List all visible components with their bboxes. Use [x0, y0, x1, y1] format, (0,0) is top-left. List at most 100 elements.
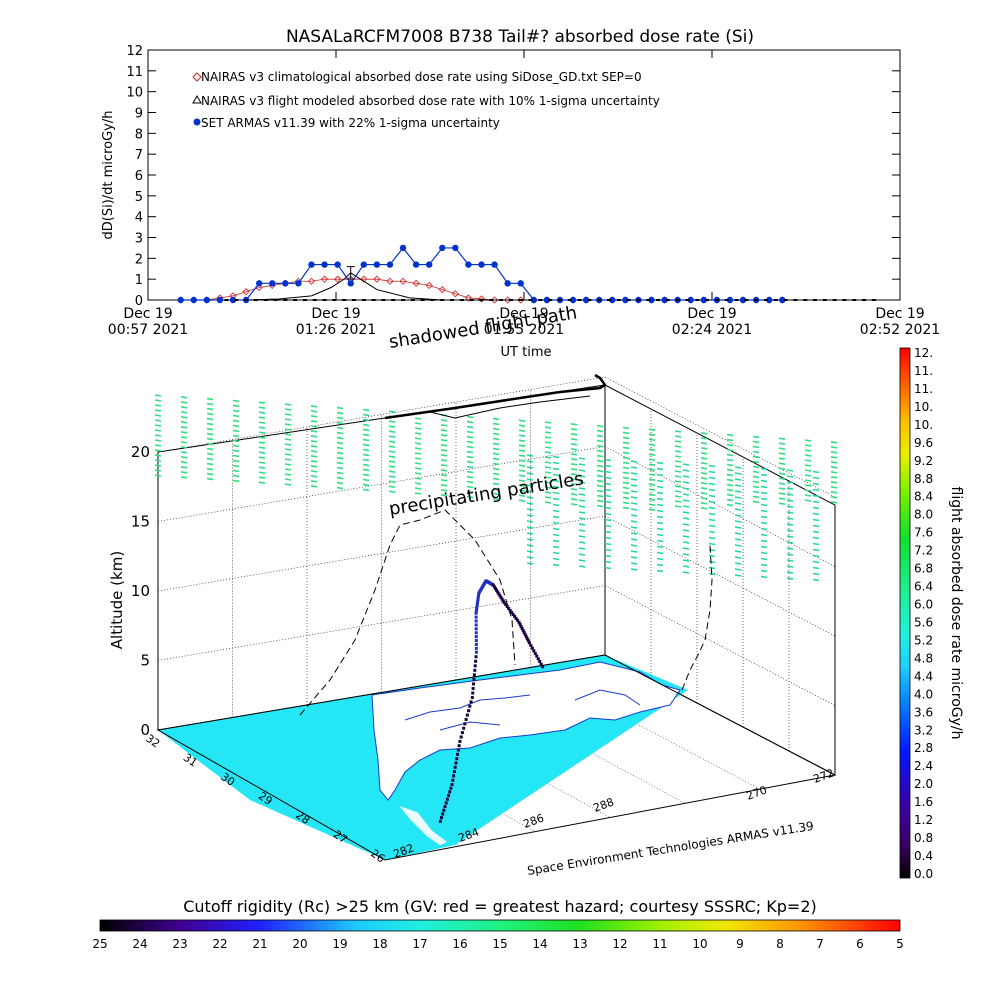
particle-mark [726, 468, 734, 472]
particle-mark [552, 563, 560, 567]
particle-mark [518, 419, 526, 422]
particle-mark [362, 423, 370, 427]
particle-mark [812, 500, 820, 504]
flight-path-point [456, 748, 460, 752]
particle-column [726, 433, 734, 507]
particle-mark [336, 476, 344, 480]
particle-mark [604, 548, 612, 552]
particle-mark [570, 423, 578, 426]
particle-mark [388, 470, 396, 473]
particle-mark [804, 454, 812, 457]
particle-mark [544, 481, 552, 484]
particle-mark [310, 420, 318, 423]
flight-path-point [497, 592, 501, 596]
particle-mark [700, 482, 708, 485]
particle-mark [552, 539, 560, 543]
particle-mark [786, 535, 794, 538]
particle-mark [388, 490, 396, 493]
series-point [569, 296, 577, 304]
flight-path-point [453, 765, 457, 769]
3d-x-axis-credit: Space Environment Technologies ARMAS v11… [526, 819, 814, 878]
particle-column-lower [552, 455, 560, 567]
particle-mark [206, 427, 214, 431]
particle-mark [752, 480, 760, 484]
particle-mark [310, 485, 318, 488]
particle-mark [656, 473, 664, 477]
series-point [582, 296, 590, 304]
particle-column-lower [630, 460, 638, 571]
particle-mark [648, 453, 656, 456]
flight-path-point [456, 752, 460, 756]
particle-mark [812, 578, 820, 582]
particle-mark [284, 463, 292, 466]
3d-floor-outline [156, 654, 837, 861]
particle-mark [258, 401, 266, 404]
particle-mark [518, 444, 526, 447]
rigidity-colorbar-tick: 25 [92, 937, 107, 951]
x-tick-date: Dec 19 [123, 306, 172, 322]
particle-mark [336, 486, 344, 490]
flight-path-point [476, 597, 480, 601]
particle-mark [258, 411, 266, 414]
particle-mark [700, 487, 708, 490]
particle-mark [726, 493, 734, 497]
particle-mark [414, 462, 422, 465]
particle-column-lower [812, 470, 820, 582]
particle-mark [544, 436, 552, 439]
particle-mark [674, 445, 682, 448]
particle-mark [232, 409, 240, 413]
particle-mark [362, 488, 370, 492]
particle-mark [336, 411, 344, 415]
flight-path-point [498, 594, 502, 598]
3d-floor-grid [232, 667, 761, 847]
particle-mark [180, 396, 188, 399]
particle-mark [526, 562, 534, 565]
particle-mark [552, 485, 560, 489]
particle-mark [622, 426, 630, 430]
particle-mark [336, 446, 344, 450]
particle-mark [526, 532, 534, 535]
particle-column [154, 394, 162, 477]
series-point [648, 296, 655, 304]
series-point [439, 244, 446, 252]
particle-mark [310, 455, 318, 458]
flight-path-point [525, 637, 529, 641]
particle-mark [656, 563, 664, 567]
y-tick-label: 3 [135, 232, 143, 247]
particle-mark [552, 473, 560, 477]
altitude-grid-line [157, 446, 606, 522]
particle-mark [362, 478, 370, 482]
particle-mark [656, 521, 664, 525]
particle-mark [708, 518, 716, 522]
particle-mark [778, 437, 786, 440]
particle-mark [760, 569, 768, 573]
particle-mark [596, 494, 604, 498]
particle-mark [604, 524, 612, 528]
series-point [687, 296, 694, 304]
particle-mark [526, 478, 534, 481]
particle-column [440, 414, 448, 497]
flight-path-point [519, 624, 523, 628]
flight-path-point [475, 603, 479, 607]
particle-mark [570, 463, 578, 466]
particle-mark [596, 424, 604, 428]
particle-mark [232, 434, 240, 438]
particle-mark [310, 470, 318, 473]
particle-mark [518, 484, 526, 487]
particle-mark [544, 466, 552, 469]
particle-mark [700, 507, 708, 510]
dose-colorbar-tick: 3.2 [914, 723, 933, 737]
particle-mark [596, 454, 604, 458]
coastline-detail [404, 689, 641, 731]
particle-mark [466, 485, 474, 489]
particle-mark [622, 476, 630, 480]
particle-mark [284, 423, 292, 426]
particle-mark [440, 469, 448, 472]
particle-mark [726, 473, 734, 477]
flight-path-point [474, 623, 478, 627]
rigidity-colorbar-tick: 10 [692, 937, 707, 951]
y-tick-label: 7 [135, 148, 143, 163]
y-tick-label: 6 [135, 169, 143, 184]
particle-mark [492, 457, 500, 461]
flight-path-point [475, 607, 479, 611]
